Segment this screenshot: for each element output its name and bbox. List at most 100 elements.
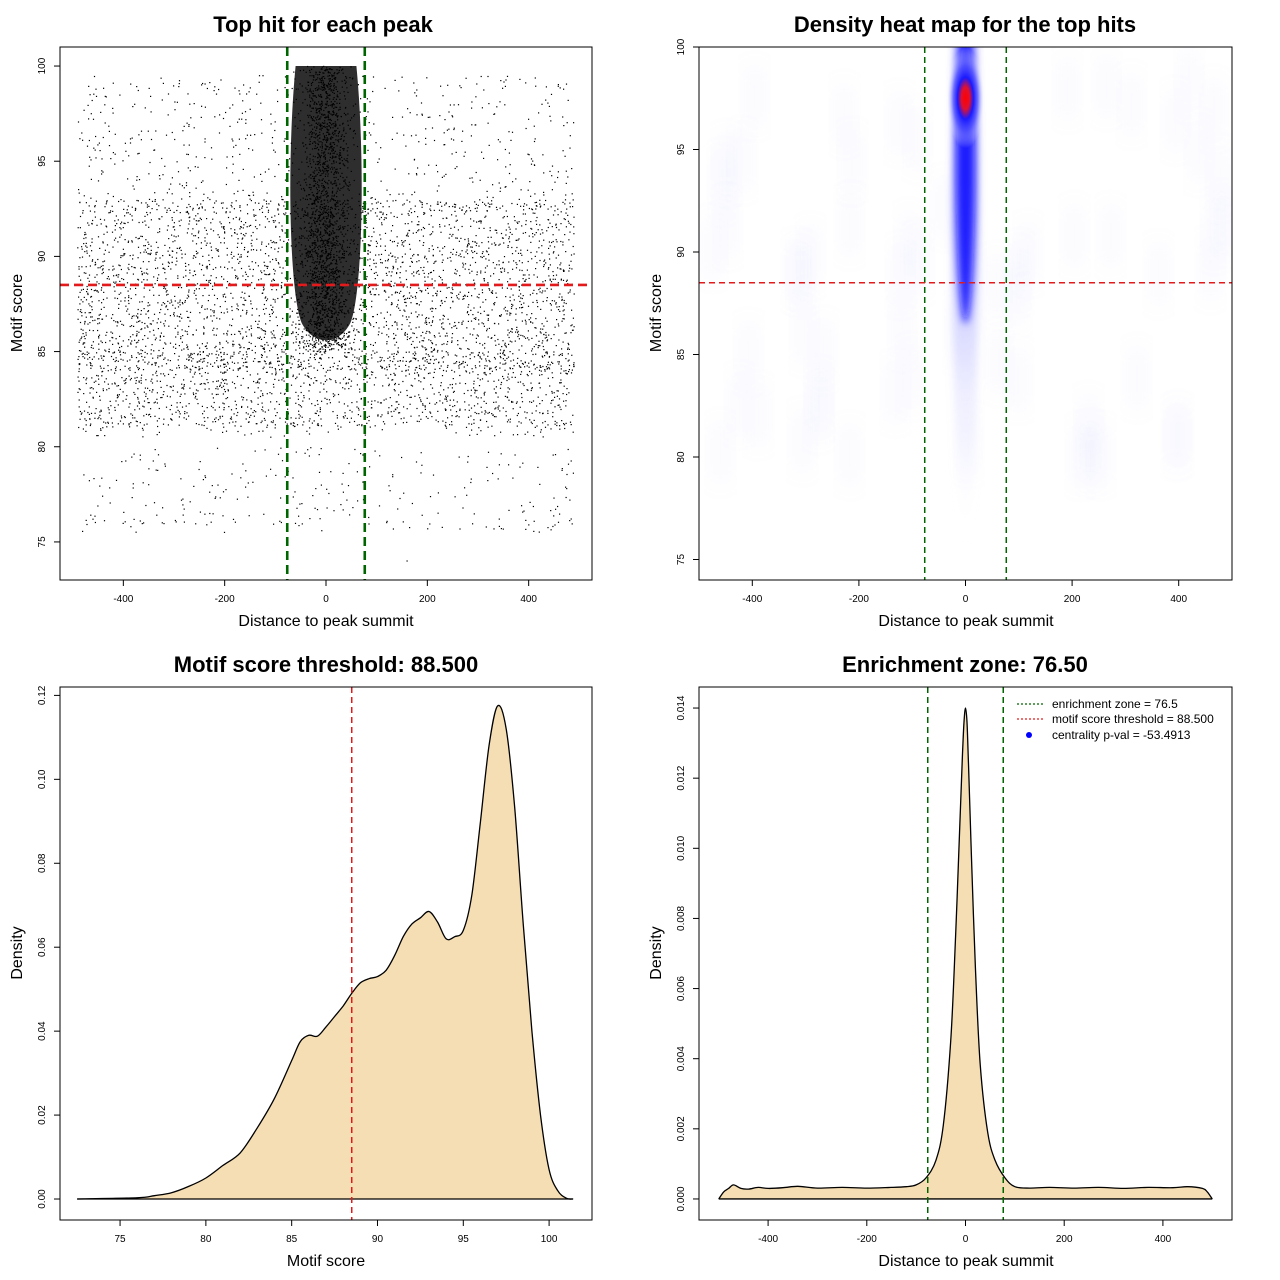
scatter-point (155, 257, 157, 259)
scatter-point (283, 393, 286, 395)
scatter-point (533, 274, 535, 276)
scatter-point (354, 363, 356, 366)
scatter-point (334, 422, 337, 424)
scatter-point (279, 236, 281, 238)
scatter-point (390, 304, 392, 306)
scatter-point (475, 96, 477, 98)
scatter-point (367, 111, 369, 113)
scatter-point (479, 220, 481, 222)
scatter-point (227, 389, 229, 391)
scatter-point (523, 384, 525, 387)
scatter-point (362, 323, 364, 325)
scatter-point (558, 354, 560, 357)
scatter-point (138, 339, 140, 341)
scatter-point (385, 272, 387, 274)
scatter-point (525, 220, 527, 222)
scatter-point (541, 400, 543, 402)
scatter-point (171, 193, 173, 195)
scatter-point (482, 301, 484, 303)
scatter-point (252, 411, 254, 414)
scatter-point (190, 369, 192, 371)
scatter-point (390, 275, 392, 277)
scatter-point (434, 280, 436, 282)
scatter-point (535, 343, 537, 346)
scatter-point (437, 410, 439, 412)
scatter-point (226, 308, 228, 310)
scatter-point (277, 209, 279, 211)
scatter-point (451, 369, 453, 371)
scatter-point (193, 373, 196, 375)
scatter-point (536, 405, 538, 407)
scatter-point (230, 409, 233, 411)
scatter-point (250, 224, 252, 226)
scatter-point (269, 320, 271, 322)
scatter-point (385, 374, 387, 376)
scatter-point (97, 258, 99, 261)
scatter-point (244, 235, 246, 237)
scatter-point (367, 212, 369, 214)
scatter-point (490, 291, 492, 293)
scatter-point (274, 151, 276, 153)
scatter-point (103, 253, 105, 255)
scatter-point (456, 237, 458, 239)
scatter-point (206, 365, 208, 367)
scatter-point (140, 313, 142, 315)
scatter-point (498, 379, 500, 381)
scatter-point (140, 267, 142, 269)
scatter-point (107, 370, 109, 372)
scatter-point (527, 431, 529, 433)
scatter-point (470, 407, 473, 409)
scatter-point (320, 364, 322, 366)
scatter-point (358, 409, 360, 411)
scatter-point (411, 260, 413, 263)
scatter-point (367, 374, 369, 376)
scatter-point (201, 305, 203, 307)
scatter-point (502, 351, 504, 354)
scatter-point (175, 336, 177, 338)
scatter-point (204, 237, 206, 239)
scatter-point (564, 332, 566, 334)
scatter-point (124, 142, 126, 144)
scatter-point (404, 240, 406, 242)
scatter-point (204, 138, 206, 140)
scatter-point (403, 245, 405, 247)
scatter-point (244, 271, 247, 273)
scatter-point (204, 83, 206, 85)
scatter-point (171, 217, 173, 219)
scatter-point (181, 329, 183, 331)
scatter-point (192, 207, 194, 209)
scatter-point (97, 144, 99, 146)
scatter-point (412, 332, 414, 334)
scatter-point (163, 358, 165, 360)
scatter-point (408, 243, 411, 245)
scatter-point (265, 274, 267, 276)
scatter-point (123, 200, 125, 202)
scatter-point (542, 154, 544, 156)
scatter-point (269, 350, 271, 352)
scatter-point (509, 296, 511, 298)
scatter-point (159, 231, 161, 233)
scatter-point (480, 312, 482, 315)
scatter-point (206, 427, 208, 429)
scatter-point (81, 336, 83, 338)
scatter-point (240, 254, 242, 256)
scatter-point (250, 342, 252, 345)
scatter-point (210, 222, 212, 224)
scatter-point (165, 305, 168, 307)
scatter-point (404, 332, 406, 334)
scatter-point (100, 367, 102, 369)
scatter-point (96, 290, 98, 292)
scatter-point (107, 365, 109, 367)
scatter-point (147, 247, 149, 250)
scatter-point (573, 293, 575, 295)
scatter-point (410, 328, 412, 330)
scatter-point (270, 304, 272, 306)
scatter-point (421, 314, 423, 316)
scatter-point (352, 360, 354, 362)
scatter-point (421, 206, 423, 208)
scatter-point (525, 323, 527, 325)
scatter-point (135, 294, 137, 296)
scatter-point (128, 295, 130, 297)
scatter-point (310, 365, 312, 367)
scatter-point (222, 380, 224, 382)
